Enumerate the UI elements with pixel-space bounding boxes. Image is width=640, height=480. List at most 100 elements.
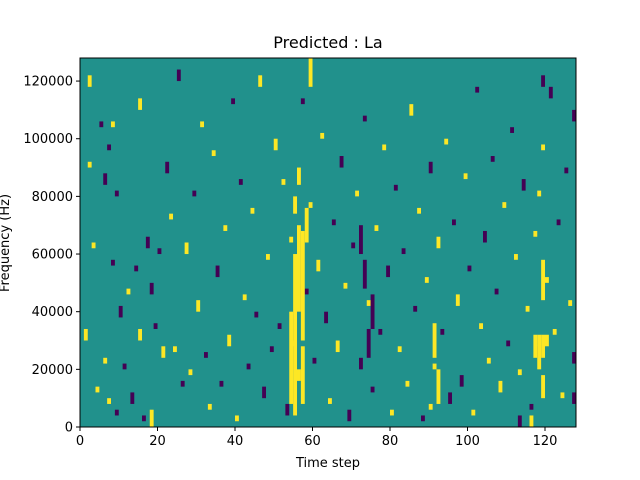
heatmap-cell <box>475 86 480 93</box>
plot-area <box>79 57 577 428</box>
heatmap-cell <box>308 202 313 208</box>
x-axis-label: Time step <box>295 456 360 471</box>
heatmap-cell <box>297 369 301 381</box>
heatmap-cell <box>335 340 340 353</box>
heatmap-cell <box>227 334 232 347</box>
heatmap-cell <box>277 323 282 329</box>
heatmap-cell <box>366 328 371 358</box>
heatmap-cell <box>537 334 542 370</box>
heatmap-cell <box>312 357 317 364</box>
heatmap-cell <box>103 357 108 364</box>
heatmap-cell <box>145 236 150 249</box>
heatmap-cell <box>103 173 108 185</box>
heatmap-cell <box>355 190 360 197</box>
chart-title: Predicted : La <box>273 33 382 52</box>
heatmap-cell <box>300 346 305 404</box>
heatmap-cell <box>297 225 301 312</box>
heatmap-cell <box>537 190 542 197</box>
heatmap-cell <box>130 392 135 404</box>
heatmap-cell <box>459 375 464 387</box>
heatmap-cell <box>211 150 216 157</box>
heatmap-cell <box>486 357 491 364</box>
heatmap-cell <box>541 75 546 87</box>
y-tick-label: 20000 <box>32 363 73 378</box>
heatmap-cell <box>378 328 383 335</box>
heatmap-cell <box>359 357 363 370</box>
heatmap-cell <box>339 156 344 168</box>
heatmap-cell <box>370 386 375 393</box>
x-tick-label: 40 <box>227 434 244 449</box>
heatmap-cell <box>362 259 367 289</box>
x-axis: 0 20 40 60 80 100 120 <box>76 427 557 449</box>
heatmap-cell <box>316 259 321 272</box>
heatmap-cell <box>370 294 375 329</box>
heatmap-cell <box>328 398 332 404</box>
heatmap-cell <box>347 409 352 422</box>
x-tick-label: 60 <box>304 434 321 449</box>
y-tick-label: 0 <box>65 421 73 436</box>
heatmap-cell <box>207 403 212 410</box>
heatmap-cell <box>436 236 441 249</box>
heatmap-cell <box>440 328 445 335</box>
heatmap-cell <box>409 104 414 116</box>
heatmap-cell <box>235 415 239 422</box>
heatmap-cell <box>289 236 294 243</box>
heatmap-cell <box>188 369 193 376</box>
y-tick-label: 120000 <box>23 75 73 90</box>
heatmap-cell <box>87 161 92 168</box>
heatmap-cell <box>436 369 441 404</box>
heatmap-cell <box>471 409 476 416</box>
heatmap-cell <box>142 415 146 422</box>
y-tick-label: 60000 <box>32 248 73 263</box>
heatmap-cell <box>281 179 286 185</box>
heatmap-cell <box>421 415 425 422</box>
heatmap-cell <box>149 409 154 427</box>
heatmap-cell <box>215 265 220 278</box>
heatmap-cell <box>107 144 112 151</box>
heatmap-cell <box>293 196 298 214</box>
heatmap-cell <box>107 398 112 404</box>
heatmap-cell <box>401 248 406 255</box>
heatmap-cell <box>320 132 325 139</box>
heatmap-cell <box>541 375 546 399</box>
heatmap-cell <box>533 230 538 237</box>
heatmap-cell <box>502 202 507 208</box>
heatmap-cell <box>545 277 549 283</box>
heatmap-cell <box>556 219 561 226</box>
heatmap-cell <box>219 380 224 387</box>
heatmap-cell <box>204 352 208 358</box>
x-tick-label: 80 <box>382 434 399 449</box>
heatmap-cell <box>169 213 174 220</box>
heatmap-cell <box>529 415 534 427</box>
heatmap-cell <box>297 167 301 185</box>
heatmap-cell <box>223 225 228 231</box>
heatmap-cell <box>122 363 127 370</box>
heatmap-cell <box>428 161 433 174</box>
heatmap-cell <box>382 144 387 151</box>
heatmap-cell <box>510 127 515 133</box>
heatmap-cell <box>428 403 433 410</box>
heatmap-cell <box>452 219 456 226</box>
heatmap-cell <box>483 230 487 243</box>
heatmap-cell <box>467 265 472 272</box>
plot-frame <box>79 57 577 428</box>
heatmap-cell <box>351 242 356 249</box>
heatmap-cell <box>424 277 429 283</box>
heatmap-cell <box>572 392 577 404</box>
heatmap-cell <box>95 386 100 393</box>
heatmap-cell <box>552 328 557 335</box>
heatmap-cell <box>324 311 329 324</box>
heatmap-cell <box>405 380 410 387</box>
x-tick-label: 20 <box>149 434 166 449</box>
heatmap-cell <box>448 392 453 404</box>
heatmap-cell <box>572 109 577 122</box>
heatmap-cell <box>444 138 449 145</box>
heatmap-cell <box>118 305 123 318</box>
heatmap-cell <box>138 328 143 341</box>
heatmap-cell <box>114 409 119 416</box>
y-axis: 0 20000 40000 60000 80000 100000 120000 <box>23 75 80 436</box>
heatmap-cell <box>184 242 189 255</box>
heatmap-cell <box>99 121 104 128</box>
heatmap-cell <box>231 98 236 105</box>
